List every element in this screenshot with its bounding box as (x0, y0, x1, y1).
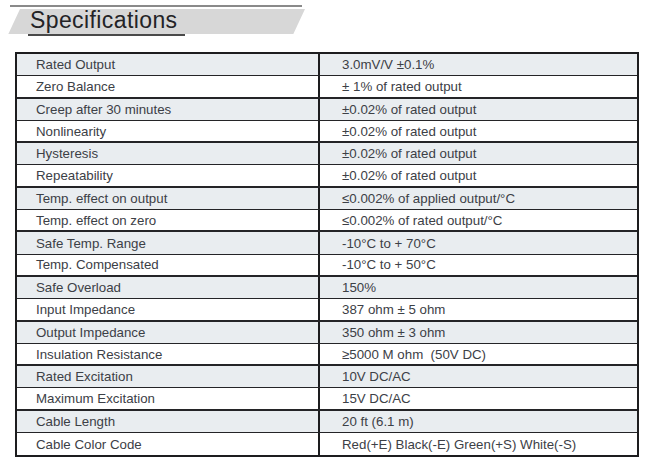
page-title: Specifications (30, 7, 178, 34)
spec-name-cell: Repeatability (17, 165, 320, 185)
spec-value-cell: -10°C to + 50°C (320, 255, 637, 275)
spec-name-cell: Cable Color Code (17, 433, 320, 455)
spec-value-cell: ±0.02% of rated output (320, 99, 637, 120)
spec-row: Cable Color CodeRed(+E) Black(-E) Green(… (17, 433, 637, 455)
spec-name-cell: Maximum Excitation (17, 388, 320, 408)
spec-row: Maximum Excitation15V DC/AC (17, 388, 637, 410)
spec-value-cell: 387 ohm ± 5 ohm (320, 299, 637, 319)
spec-row: Output Impedance350 ohm ± 3 ohm (17, 322, 637, 344)
spec-name-cell: Safe Temp. Range (17, 232, 320, 253)
spec-row: Cable Length20 ft (6.1 m) (17, 411, 637, 433)
spec-name-cell: Hysteresis (17, 143, 320, 164)
spec-row: Insulation Resistance≥5000 M ohm (50V DC… (17, 344, 637, 366)
spec-value-cell: ≤0.002% of rated output/°C (320, 210, 637, 230)
spec-name-cell: Nonlinearity (17, 121, 320, 141)
spec-name-cell: Temp. Compensated (17, 255, 320, 275)
spec-row: Temp. effect on output≤0.002% of applied… (17, 188, 637, 210)
spec-name-cell: Safe Overload (17, 277, 320, 298)
spec-table: Rated Output3.0mV/V ±0.1%Zero Balance± 1… (15, 52, 639, 457)
spec-value-cell: ≤0.002% of applied output/°C (320, 188, 637, 209)
spec-name-cell: Creep after 30 minutes (17, 99, 320, 120)
spec-name-cell: Zero Balance (17, 76, 320, 96)
spec-value-cell: 350 ohm ± 3 ohm (320, 322, 637, 343)
spec-row: Creep after 30 minutes±0.02% of rated ou… (17, 99, 637, 121)
spec-row: Temp. effect on zero≤0.002% of rated out… (17, 210, 637, 232)
spec-value-cell: ±0.02% of rated output (320, 165, 637, 185)
spec-name-cell: Temp. effect on zero (17, 210, 320, 230)
spec-name-cell: Cable Length (17, 411, 320, 432)
spec-value-cell: 20 ft (6.1 m) (320, 411, 637, 432)
spec-value-cell: Red(+E) Black(-E) Green(+S) White(-S) (320, 433, 637, 455)
spec-row: Hysteresis±0.02% of rated output (17, 143, 637, 165)
spec-name-cell: Input Impedance (17, 299, 320, 319)
specifications-page: Specifications Rated Output3.0mV/V ±0.1%… (0, 0, 665, 474)
spec-value-cell: 150% (320, 277, 637, 298)
spec-row: Rated Output3.0mV/V ±0.1% (17, 54, 637, 76)
spec-row: Zero Balance± 1% of rated output (17, 76, 637, 98)
spec-value-cell: ±0.02% of rated output (320, 143, 637, 164)
header-underline (28, 34, 185, 36)
spec-value-cell: ± 1% of rated output (320, 76, 637, 96)
spec-name-cell: Temp. effect on output (17, 188, 320, 209)
spec-value-cell: ≥5000 M ohm (50V DC) (320, 344, 637, 364)
spec-value-cell: 15V DC/AC (320, 388, 637, 408)
spec-row: Repeatability±0.02% of rated output (17, 165, 637, 187)
spec-name-cell: Output Impedance (17, 322, 320, 343)
spec-row: Temp. Compensated-10°C to + 50°C (17, 255, 637, 277)
spec-name-cell: Rated Output (17, 54, 320, 75)
spec-name-cell: Rated Excitation (17, 366, 320, 387)
spec-value-cell: 10V DC/AC (320, 366, 637, 387)
spec-row: Input Impedance387 ohm ± 5 ohm (17, 299, 637, 321)
spec-name-cell: Insulation Resistance (17, 344, 320, 364)
spec-row: Rated Excitation10V DC/AC (17, 366, 637, 388)
spec-value-cell: ±0.02% of rated output (320, 121, 637, 141)
spec-row: Safe Overload150% (17, 277, 637, 299)
spec-row: Safe Temp. Range-10°C to + 70°C (17, 232, 637, 254)
spec-row: Nonlinearity±0.02% of rated output (17, 121, 637, 143)
spec-value-cell: 3.0mV/V ±0.1% (320, 54, 637, 75)
spec-value-cell: -10°C to + 70°C (320, 232, 637, 253)
